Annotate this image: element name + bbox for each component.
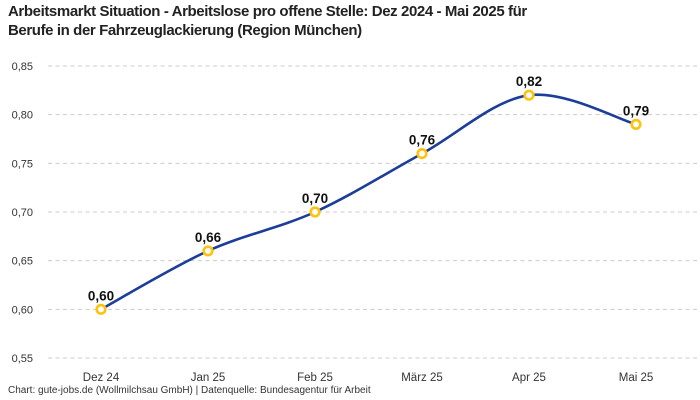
x-axis-tick-label: Mai 25 [619, 372, 654, 384]
data-point-value-label: 0,79 [623, 103, 649, 118]
data-point-marker [309, 206, 321, 218]
y-axis-tick-label: 0,80 [12, 110, 33, 122]
y-axis-tick-label: 0,75 [12, 158, 33, 170]
data-point-marker [523, 89, 535, 101]
x-axis-tick-label: Jan 25 [191, 372, 226, 384]
data-point-marker [95, 303, 107, 315]
chart-source-attribution: Chart: gute-jobs.de (Wollmilchsau GmbH) … [8, 385, 371, 396]
data-point-value-label: 0,70 [302, 191, 328, 206]
chart-title-line1: Arbeitsmarkt Situation - Arbeitslose pro… [8, 3, 527, 20]
y-axis-tick-label: 0,70 [12, 207, 33, 219]
y-axis-tick-label: 0,85 [12, 61, 33, 73]
data-point-marker [416, 148, 428, 160]
data-point-marker [202, 245, 214, 257]
data-series-line [99, 93, 638, 311]
data-point-value-label: 0,76 [409, 133, 436, 148]
x-axis-tick-label: Apr 25 [512, 372, 546, 384]
x-axis-tick-label: Feb 25 [297, 372, 333, 384]
data-point-marker [630, 118, 642, 130]
y-axis-tick-label: 0,60 [12, 304, 33, 316]
y-axis-tick-label: 0,55 [12, 353, 33, 365]
x-axis-tick-label: Dez 24 [83, 372, 120, 384]
data-point-value-label: 0,60 [88, 288, 114, 303]
y-axis-tick-label: 0,65 [12, 256, 33, 268]
x-axis-tick-label: März 25 [401, 372, 443, 384]
chart-title: Arbeitsmarkt Situation - Arbeitslose pro… [8, 3, 527, 40]
data-point-value-label: 0,66 [195, 230, 222, 245]
chart-title-line2: Berufe in der Fahrzeuglackierung (Region… [8, 21, 362, 39]
data-point-value-label: 0,82 [516, 74, 542, 89]
